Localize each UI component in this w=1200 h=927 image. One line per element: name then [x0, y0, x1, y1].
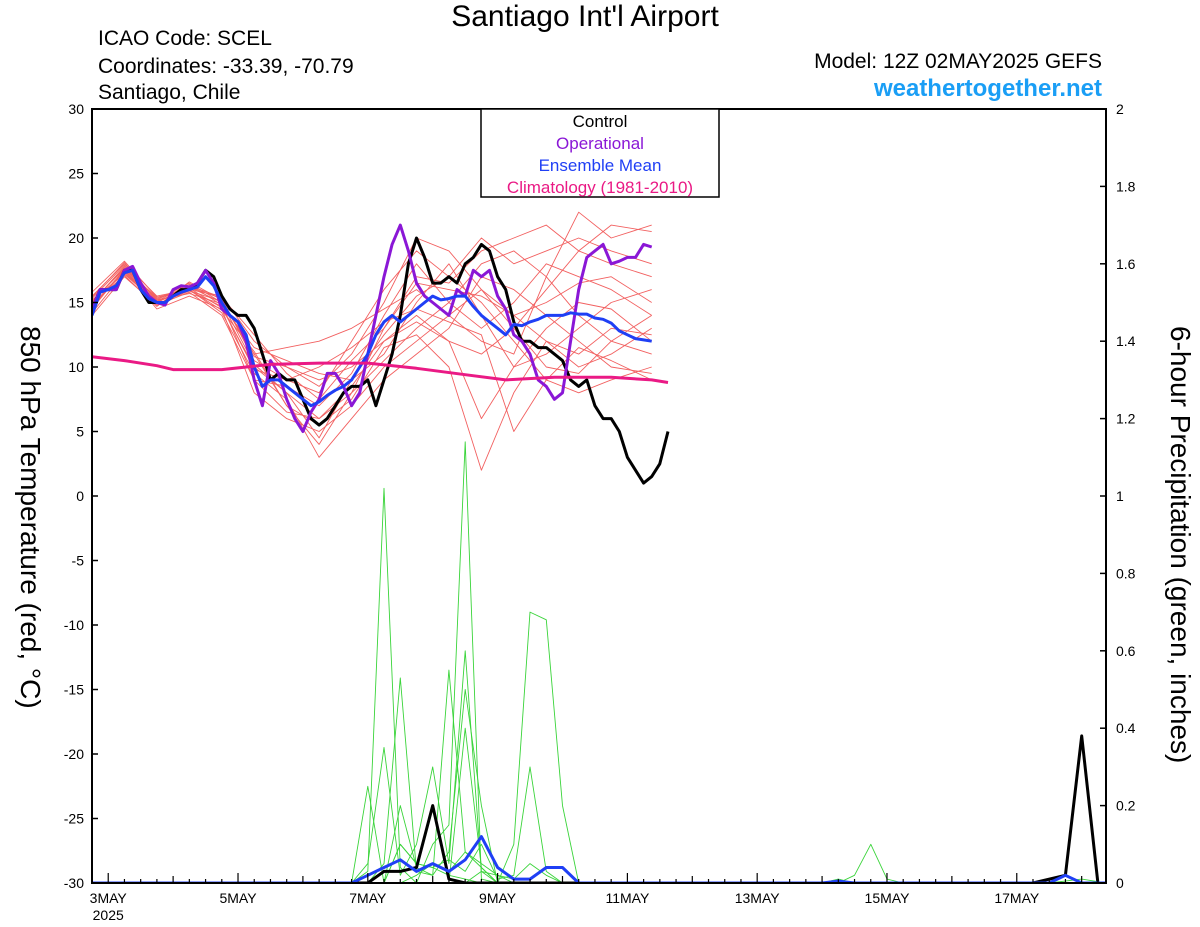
y2-tick-label: 1.6 [1116, 256, 1136, 272]
x-tick-label: 5MAY [219, 890, 257, 906]
y-axis-label-right: 6-hour Precipitation (green, inches) [1165, 326, 1196, 764]
precip-member-line [92, 650, 652, 883]
y-tick-label: -30 [64, 875, 84, 891]
y2-tick-label: 2 [1116, 101, 1124, 117]
y-tick-label: -10 [64, 617, 84, 633]
temp-member-line [92, 269, 652, 432]
precip-member-line [92, 870, 652, 883]
precip-member-line [92, 441, 652, 883]
precip-member-line [92, 611, 652, 883]
x-tick-label: 7MAY [349, 890, 387, 906]
y-tick-label: 5 [76, 424, 84, 440]
x-tick-label: 13MAY [735, 890, 781, 906]
legend-item: Climatology (1981-2010) [507, 178, 693, 197]
y-tick-label: -15 [64, 682, 84, 698]
coordinates-label: Coordinates: -33.39, -70.79 [98, 55, 354, 78]
plot-frame [91, 108, 1107, 884]
x-tick-label: 11MAY [605, 890, 649, 906]
legend-item: Operational [556, 134, 644, 153]
y2-tick-label: 1 [1116, 488, 1124, 504]
control-precip-line [92, 734, 1106, 883]
y-tick-label: 30 [68, 101, 84, 117]
y-tick-label: 10 [68, 359, 84, 375]
y2-tick-label: 1.8 [1116, 178, 1136, 194]
y2-tick-label: 0.8 [1116, 565, 1136, 581]
y2-tick-label: 0.2 [1116, 798, 1136, 814]
y-tick-label: -5 [72, 553, 85, 569]
model-run-label: Model: 12Z 02MAY2025 GEFS [814, 50, 1102, 73]
y-tick-label: 15 [68, 295, 84, 311]
x-year-label: 2025 [93, 907, 124, 923]
y-tick-label: 25 [68, 166, 84, 182]
y2-tick-label: 0 [1116, 875, 1124, 891]
legend-box [480, 108, 720, 198]
chart-title: Santiago Int'l Airport [451, 0, 719, 33]
y-tick-label: 20 [68, 230, 84, 246]
y-tick-label: 0 [76, 488, 84, 504]
axes-layer: 302520151050-5-10-15-20-25-3021.81.61.41… [64, 101, 1136, 923]
precip-member-line [92, 843, 1106, 883]
y2-tick-label: 0.6 [1116, 643, 1136, 659]
site-watermark: weathertogether.net [873, 75, 1102, 102]
x-tick-label: 17MAY [994, 890, 1040, 906]
y2-tick-label: 1.4 [1116, 333, 1136, 349]
legend-item: Control [573, 112, 628, 131]
x-tick-label: 15MAY [865, 890, 911, 906]
precip-member-line [92, 727, 652, 883]
climatology-1981-2010-temp-line [92, 355, 669, 384]
precip-member-line [92, 851, 652, 883]
x-tick-label: 9MAY [479, 890, 517, 906]
y-tick-label: -25 [64, 811, 84, 827]
ensemble-mean-precip-line [92, 835, 1106, 883]
operational-temp-line [92, 223, 653, 433]
y-tick-label: -20 [64, 746, 84, 762]
temp-member-line [92, 250, 652, 420]
precip-members-layer [92, 441, 1106, 883]
x-tick-label: 3MAY [90, 890, 128, 906]
y2-tick-label: 0.4 [1116, 720, 1136, 736]
ensemble-mean-temp-line [92, 268, 652, 408]
icao-code-label: ICAO Code: SCEL [98, 27, 272, 50]
y-axis-label-left: 850 hPa Temperature (red, °C) [15, 326, 46, 709]
legend: Control Operational Ensemble Mean Climatolo… [480, 108, 720, 198]
y2-tick-label: 1.2 [1116, 411, 1136, 427]
location-label: Santiago, Chile [98, 81, 241, 104]
legend-item: Ensemble Mean [539, 156, 662, 175]
